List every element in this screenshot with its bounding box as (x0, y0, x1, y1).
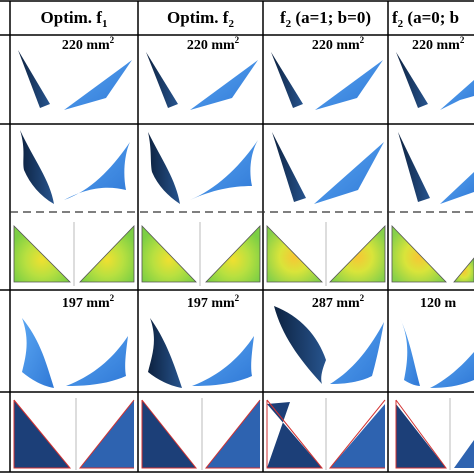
area-value: 197 mm (186, 296, 235, 311)
side-view-c4 (395, 398, 474, 470)
leaflet-pair-c2r1 (146, 52, 258, 110)
leaflet-pair-c2r2 (148, 132, 258, 204)
stress-map-c4 (391, 225, 474, 283)
area-value: 220 mm (186, 38, 235, 53)
column-header-4-sub: 2 (397, 18, 404, 30)
area-exponent: 2 (459, 35, 465, 45)
area-value: 287 mm (311, 296, 360, 311)
column-header-3: f2 (a=1; b=0) (263, 4, 388, 32)
leaflet-pair-c1r1 (18, 50, 132, 110)
area-label-r4-c2: 197 mm2 (163, 293, 263, 312)
leaflet-pair-c2r4 (148, 318, 254, 388)
side-view-c3 (266, 398, 386, 470)
leaflet-pair-c3r4 (274, 306, 384, 384)
stress-map-c3 (266, 222, 386, 286)
area-label-r1-c4: 220 mm2 (412, 35, 474, 54)
column-header-2-sub: 2 (228, 18, 234, 30)
leaflet-pair-c1r2 (20, 130, 130, 204)
column-header-1-sub: 1 (101, 18, 108, 30)
column-header-3-label: f (280, 8, 286, 27)
leaflet-pair-c3r2 (272, 132, 384, 204)
area-label-r1-c2: 220 mm2 (163, 35, 263, 54)
area-label-r1-c1: 220 mm2 (38, 35, 138, 54)
area-exponent: 2 (109, 35, 115, 45)
leaflet-pair-c4r1 (396, 52, 474, 110)
column-header-2: Optim. f2 (138, 4, 263, 32)
column-header-2-label: Optim. f (167, 8, 229, 27)
row1-leaflets (18, 50, 474, 110)
column-header-1: Optim. f1 (10, 4, 138, 32)
row2-leaflets (20, 130, 474, 204)
area-label-r1-c3: 220 mm2 (288, 35, 388, 54)
column-header-4-suffix: (a=0; b (403, 8, 460, 27)
leaflet-pair-c4r4 (400, 318, 474, 388)
stress-map-c2 (141, 222, 261, 286)
area-label-r4-c3: 287 mm2 (288, 293, 388, 312)
area-label-r4-c4: 120 m (420, 296, 474, 312)
area-value: 220 mm (61, 38, 110, 53)
row4-leaflets (22, 306, 474, 388)
area-value: 197 mm (61, 296, 110, 311)
area-exponent: 2 (234, 293, 240, 303)
area-exponent: 2 (109, 293, 115, 303)
column-header-3-suffix: (a=1; b=0) (291, 8, 371, 27)
area-label-r4-c1: 197 mm2 (38, 293, 138, 312)
side-view-c1 (13, 398, 135, 470)
column-header-3-sub: 2 (285, 18, 292, 30)
side-view-c2 (141, 398, 261, 470)
area-exponent: 2 (359, 293, 365, 303)
row5-side-views (13, 398, 474, 470)
column-header-1-label: Optim. f (40, 8, 102, 27)
area-exponent: 2 (234, 35, 240, 45)
area-exponent: 2 (359, 35, 365, 45)
area-value: 120 m (420, 296, 457, 311)
column-header-4-label: f (392, 8, 398, 27)
column-header-4: f2 (a=0; b (392, 4, 474, 32)
leaflet-pair-c4r2 (398, 132, 474, 204)
leaflet-pair-c1r4 (22, 318, 128, 388)
stress-map-c1 (13, 222, 135, 286)
area-value: 220 mm (311, 38, 360, 53)
leaflet-pair-c3r1 (271, 52, 383, 110)
row3-stress-maps (13, 222, 474, 286)
area-value: 220 mm (412, 38, 460, 53)
